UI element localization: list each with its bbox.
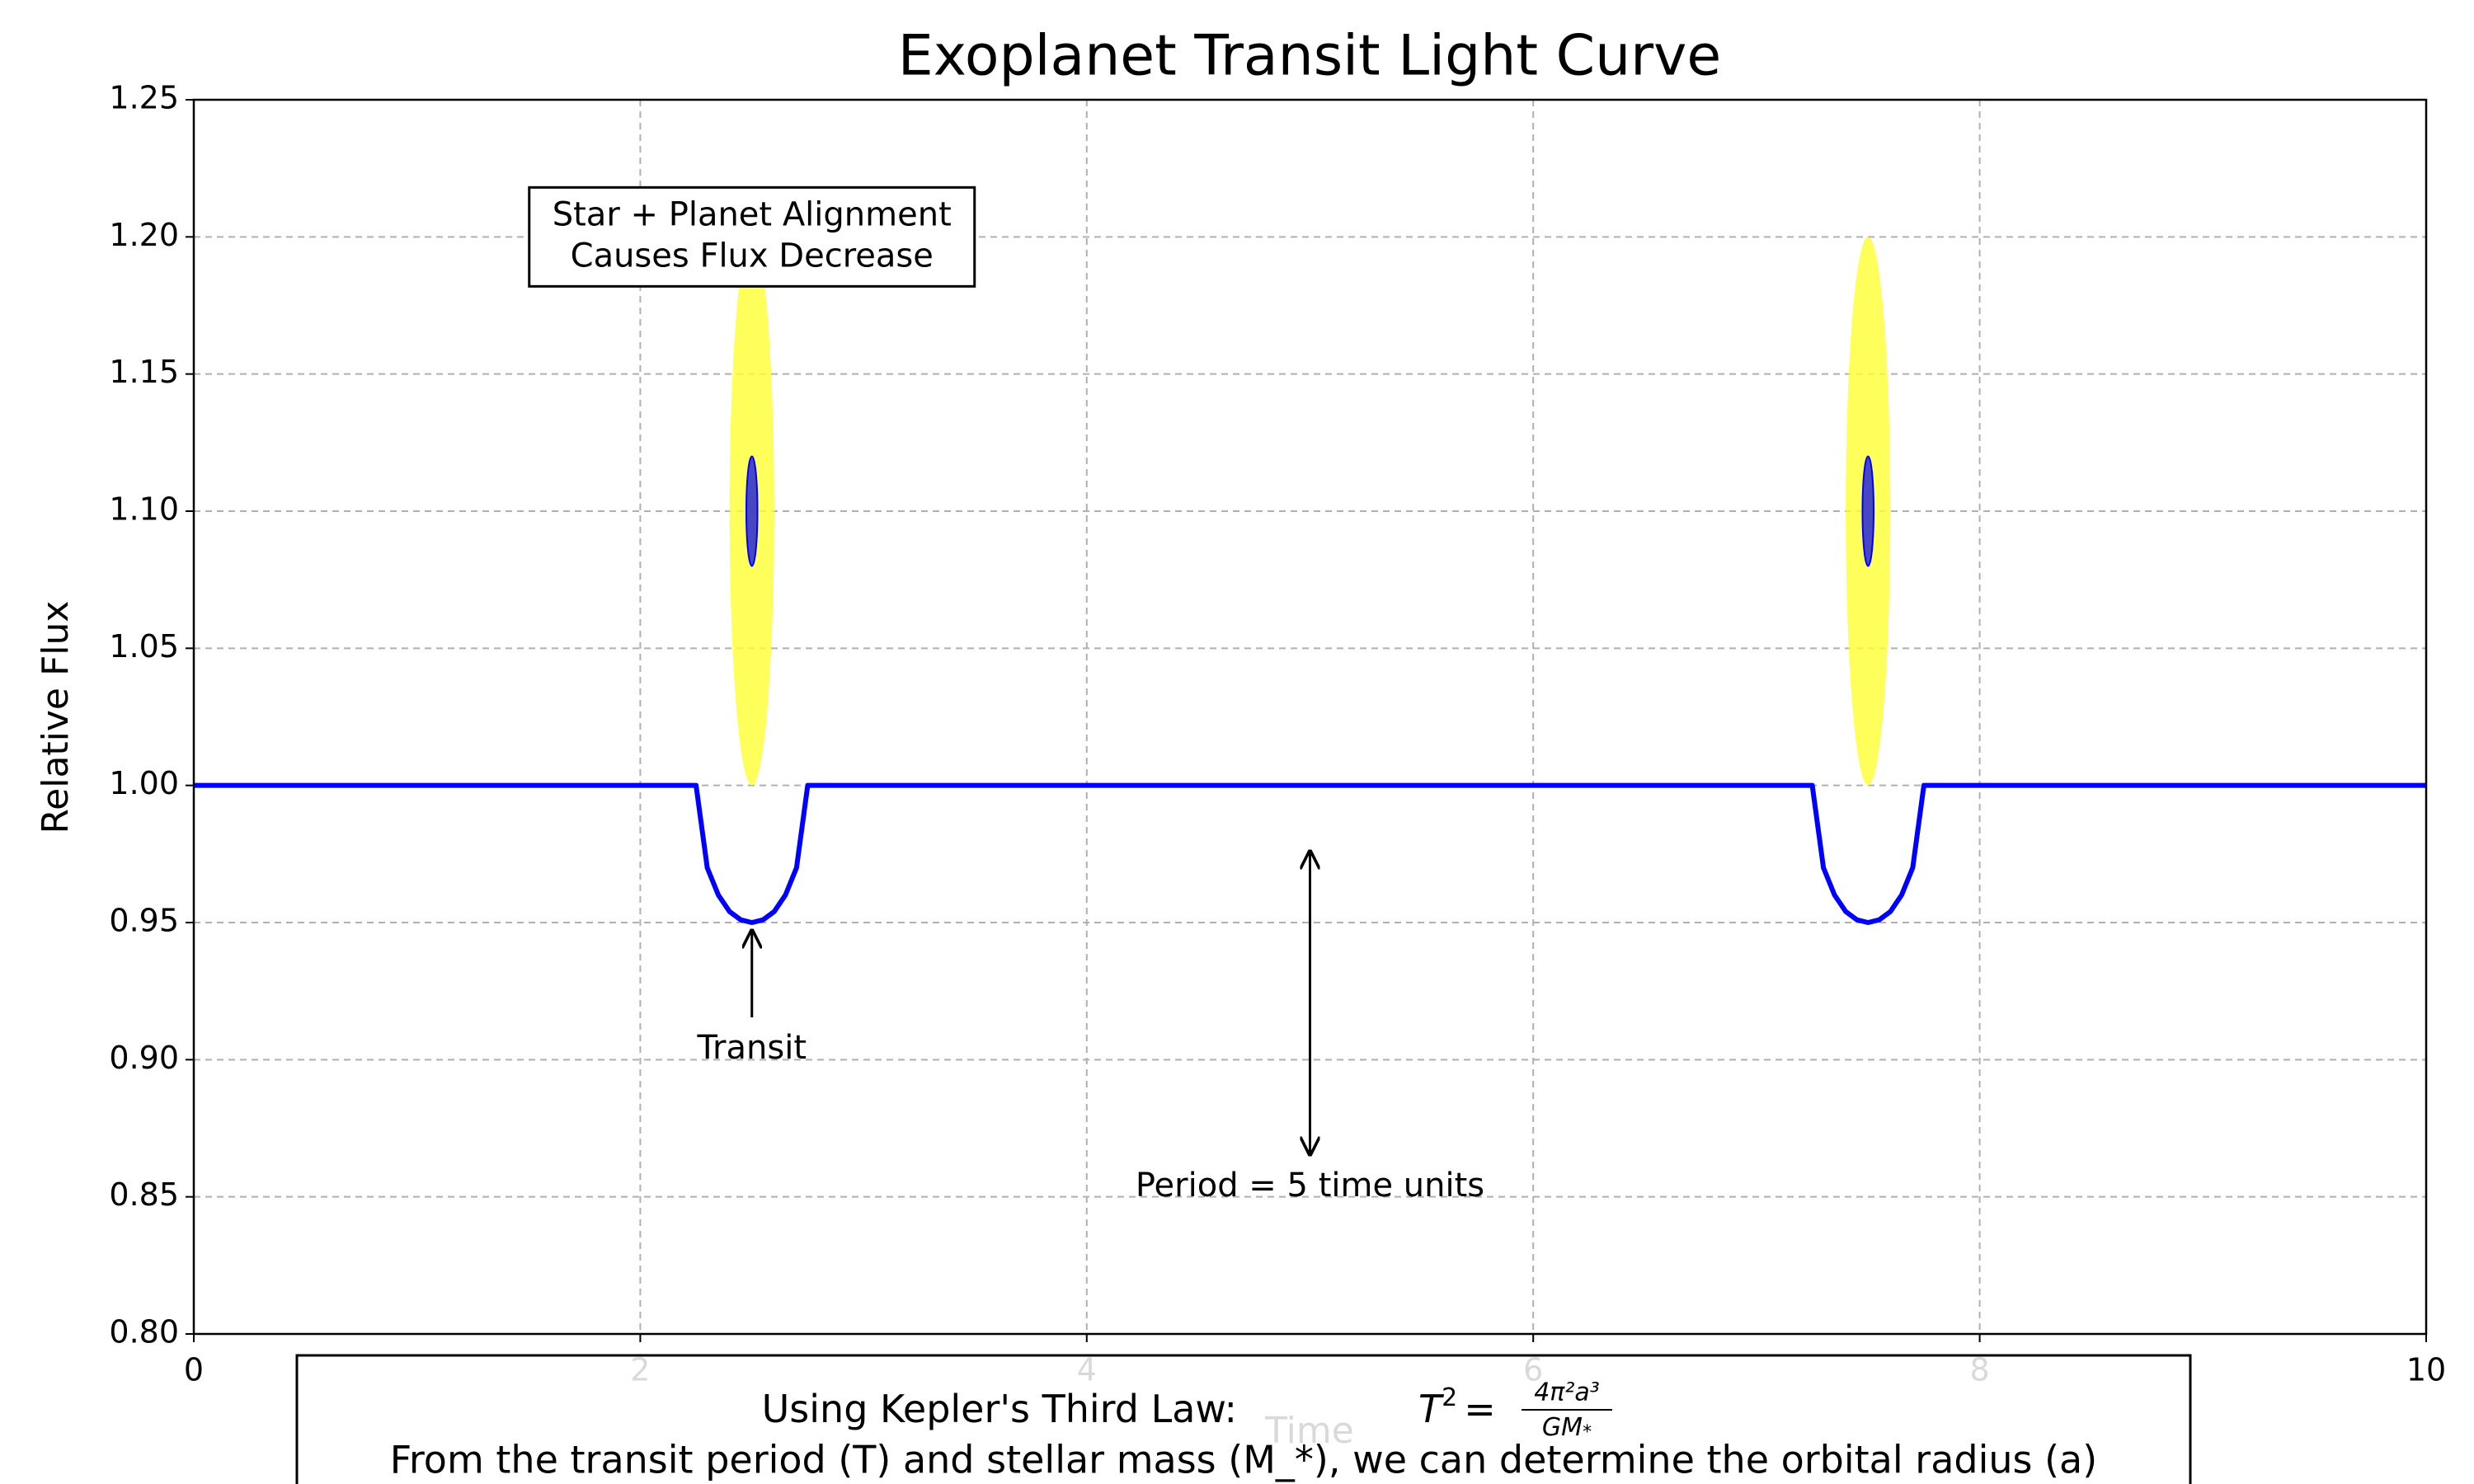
note-box	[528, 186, 976, 288]
formula-exp: 2	[1442, 1383, 1457, 1412]
x-tick-label: 0	[184, 1352, 204, 1388]
chart-title: Exoplanet Transit Light Curve	[898, 24, 1721, 89]
y-axis-label: Relative Flux	[35, 601, 77, 834]
denominator-sub: *	[1583, 1422, 1592, 1443]
x-tick-label: 10	[2406, 1352, 2446, 1388]
kepler-formula: T2 =	[1418, 1383, 1496, 1431]
y-tick-label: 0.80	[109, 1314, 179, 1350]
note-text: Star + Planet Alignment	[553, 195, 952, 233]
formula-equals: =	[1464, 1387, 1496, 1431]
light-curve	[194, 782, 2426, 925]
y-tick-label: 1.20	[109, 217, 179, 253]
period-label: Period = 5 time units	[1136, 1167, 1484, 1205]
kepler-line: Using Kepler's Third Law:	[762, 1387, 1237, 1431]
y-tick-label: 0.95	[109, 903, 179, 939]
transit-label: Transit	[697, 1029, 807, 1067]
formula-lhs: T	[1418, 1387, 1445, 1431]
formula-denominator: GM*	[1542, 1413, 1592, 1444]
formula-numerator: 4π²a³	[1534, 1378, 1600, 1407]
y-tick-label: 1.15	[109, 354, 179, 390]
planet	[1861, 455, 1875, 567]
denominator-main: GM	[1542, 1413, 1583, 1442]
kepler-explanation: From the transit period (T) and stellar …	[390, 1438, 2097, 1482]
planet	[745, 455, 759, 567]
y-tick-label: 1.00	[109, 765, 179, 801]
y-tick-label: 1.25	[109, 80, 179, 116]
plot-frame	[192, 98, 2428, 1336]
note-text: Causes Flux Decrease	[571, 237, 934, 275]
y-tick-label: 0.90	[109, 1040, 179, 1076]
y-tick-label: 0.85	[109, 1176, 179, 1213]
kepler-box	[295, 1354, 2192, 1484]
y-tick-label: 1.10	[109, 491, 179, 528]
kepler-text: Using Kepler's Third Law:	[762, 1387, 1237, 1431]
y-tick-label: 1.05	[109, 628, 179, 665]
